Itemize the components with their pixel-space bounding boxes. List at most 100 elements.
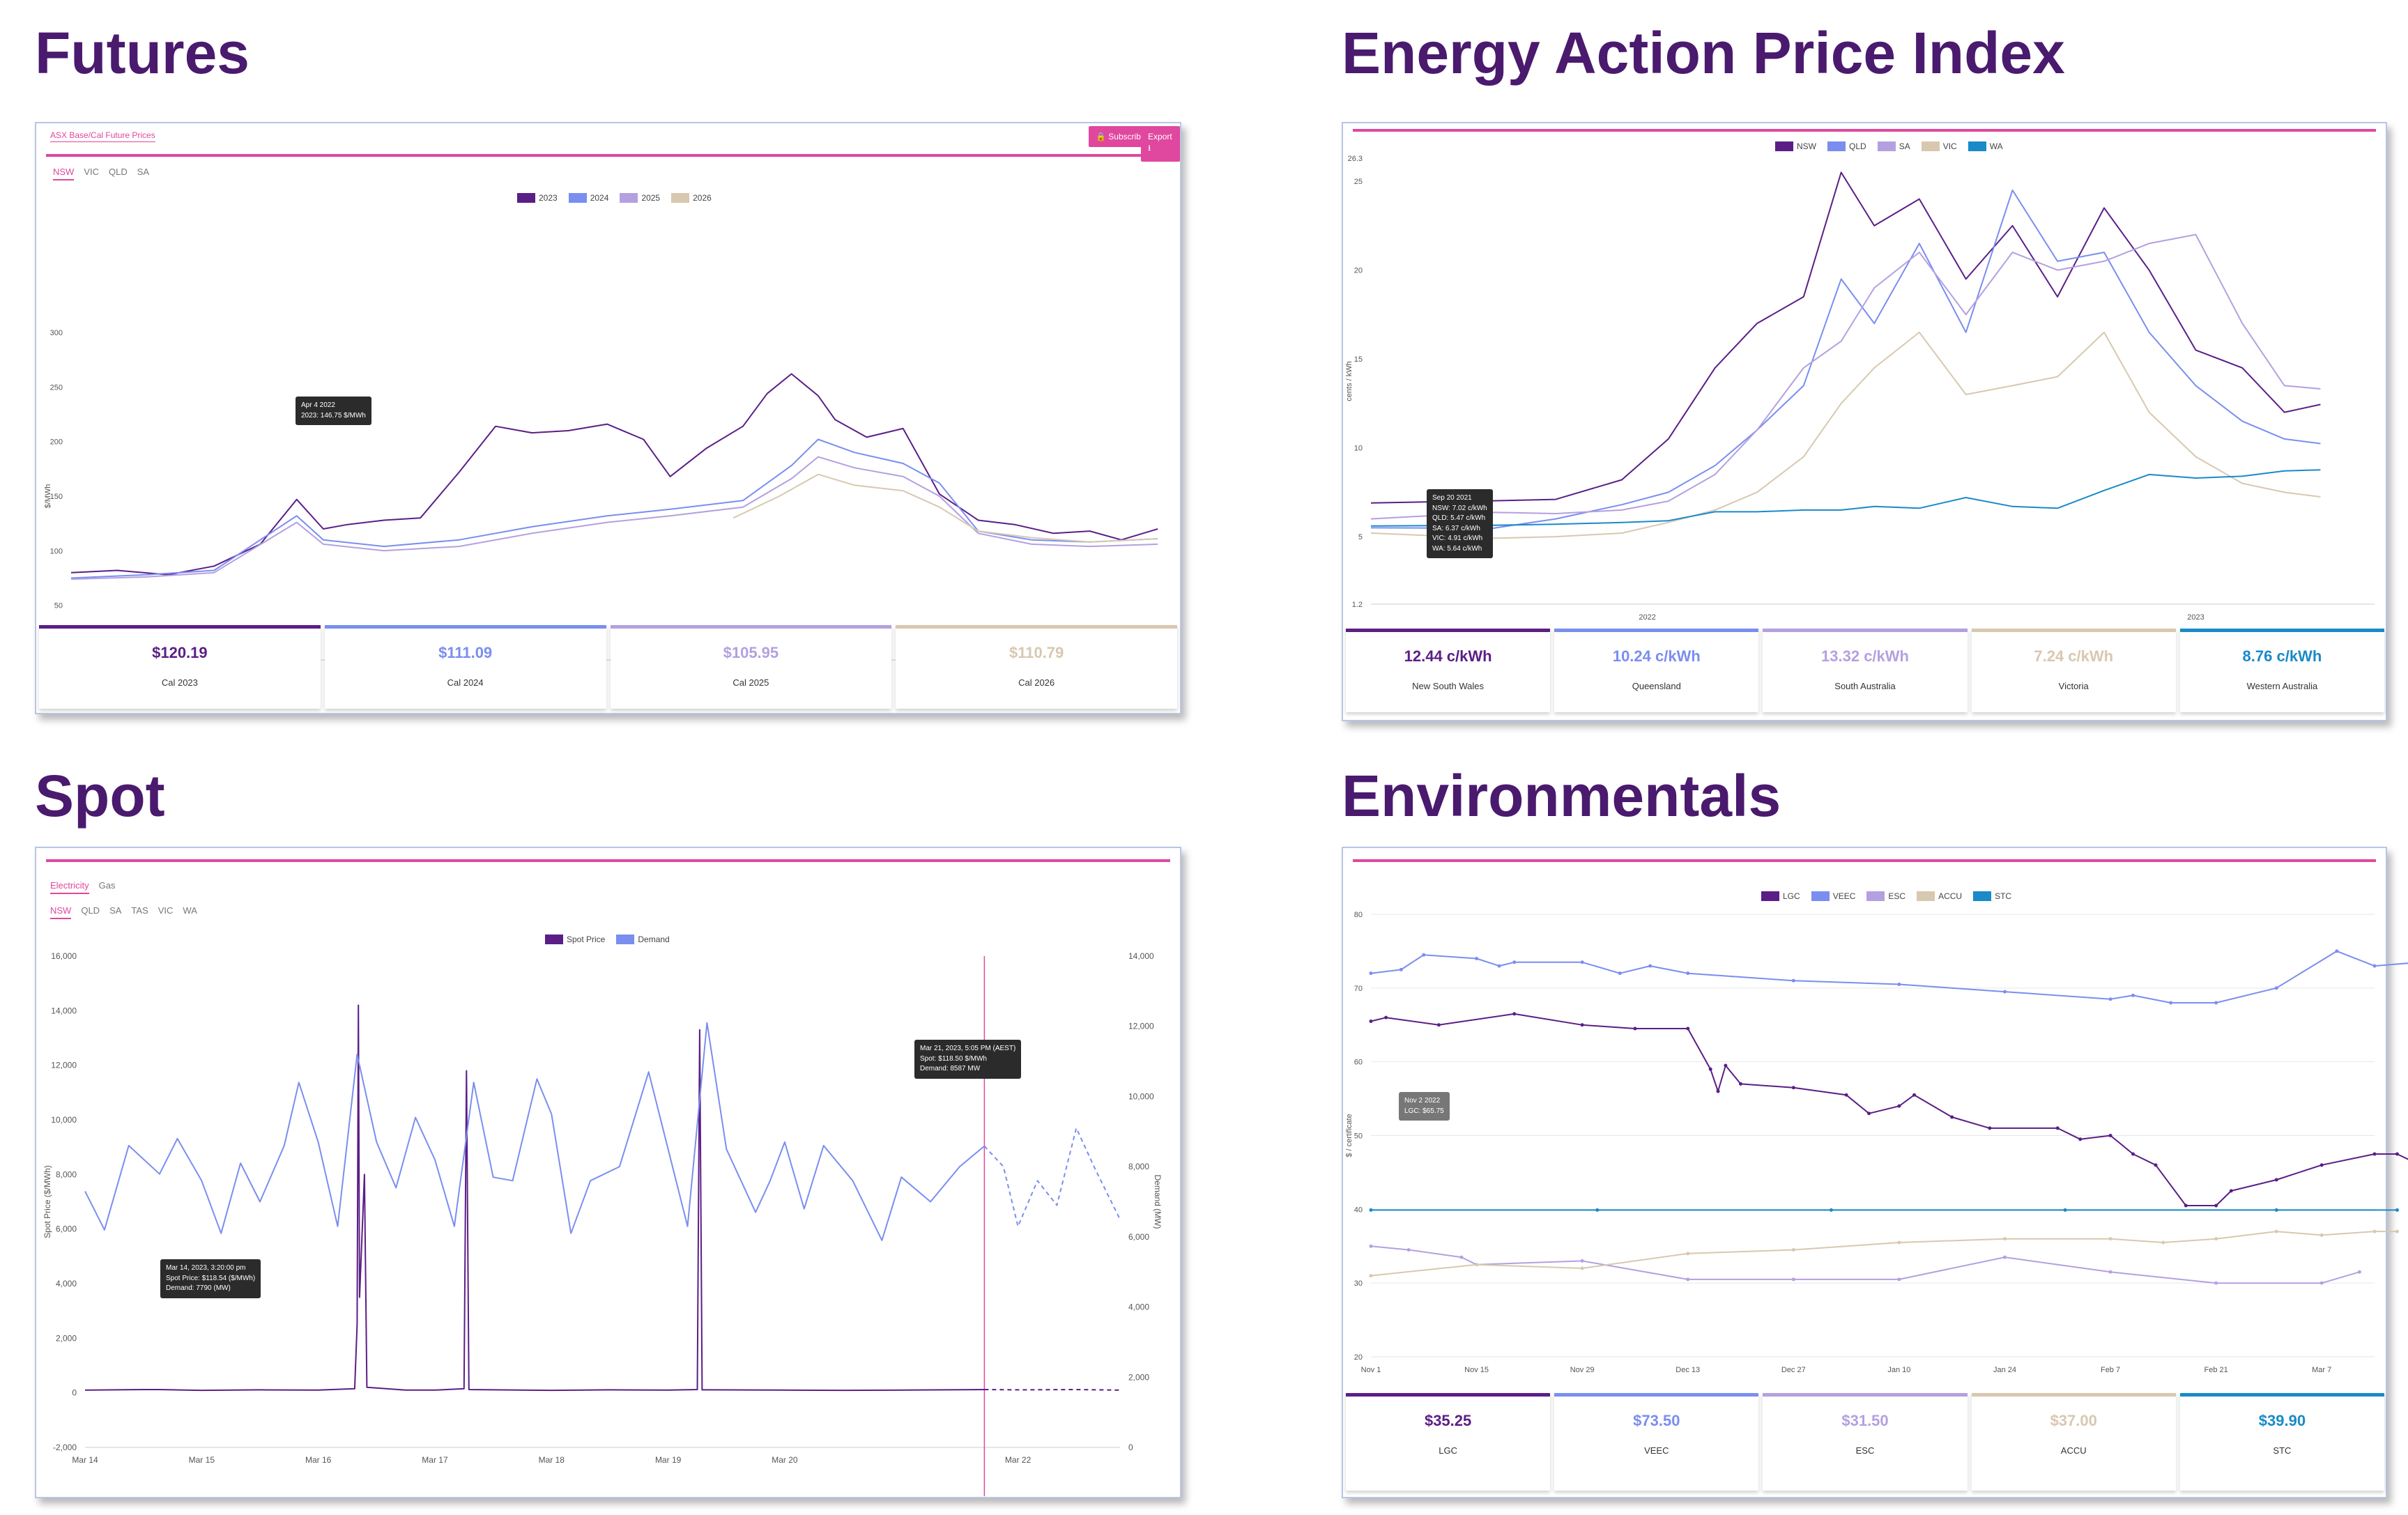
y2-axis-title: Demand (MW) [1153,1174,1163,1229]
data-point [1512,1012,1517,1016]
y-tick-label: 40 [1354,1206,1363,1214]
series-line-2026 [733,473,1158,543]
eapi-tooltip: Sep 20 2021 NSW: 7.02 c/kWh QLD: 5.47 c/… [1427,489,1493,558]
summary-card-label: Cal 2023 [161,677,198,688]
tab-qld[interactable]: QLD [81,905,100,916]
y-tick-label: 1.2 [1352,601,1363,609]
legend-item[interactable]: QLD [1827,141,1866,151]
futures-panel-tab[interactable]: ASX Base/Cal Future Prices [50,130,155,142]
data-point [1580,1023,1584,1027]
legend-item[interactable]: LGC [1761,891,1800,901]
data-point [2372,1229,2377,1233]
legend-swatch [1973,891,1992,901]
data-point [2395,1208,2399,1212]
y2-tick-label: 6,000 [1128,1232,1149,1242]
tab-electricity[interactable]: Electricity [50,880,89,894]
tab-nsw[interactable]: NSW [53,167,75,180]
legend-label: VIC [1942,141,1957,151]
data-point [2063,1208,2067,1212]
summary-card-label: Victoria [2058,681,2089,691]
tab-vic[interactable]: VIC [158,905,174,916]
legend-label: SA [1899,141,1910,151]
environmentals-panel: LGC VEEC ESC ACCU STC 20 30 40 50 60 70 80 Nov 1 Nov… [1342,847,2408,1498]
series-line-qld [1370,189,2321,530]
y-tick-label: 26.3 [1348,155,1363,163]
tab-tas[interactable]: TAS [131,905,148,916]
legend-label: Demand [638,935,670,944]
legend-item[interactable]: VIC [1921,141,1957,151]
environmentals-tooltip: Nov 2 2022 LGC: $65.75 [1399,1092,1450,1121]
legend-item[interactable]: 2023 [517,193,558,203]
y2-tick-label: 4,000 [1128,1302,1149,1312]
summary-card: $111.09 Cal 2024 [324,625,606,709]
tab-wa[interactable]: WA [183,905,197,916]
data-point [1369,1208,1373,1212]
summary-card-value: $111.09 [438,644,493,661]
futures-tooltip-line: 2023: 146.75 $/MWh [301,411,366,420]
tab-sa[interactable]: SA [137,167,150,177]
legend-label: 2025 [641,193,661,203]
y-tick-label: 200 [50,438,63,447]
legend-label: 2023 [539,193,558,203]
legend-item[interactable]: ESC [1866,891,1905,901]
futures-divider [46,154,1170,157]
data-point [1829,1208,1833,1212]
tab-gas[interactable]: Gas [98,880,116,891]
data-point [2055,1126,2060,1130]
spot-tooltip-right-line: Spot: $118.50 $/MWh [920,1054,987,1063]
environmentals-heading: Environmentals [1342,763,1781,829]
data-point [1459,1255,1464,1259]
tab-qld[interactable]: QLD [109,167,128,177]
summary-card-value: 12.44 c/kWh [1404,647,1492,665]
tab-vic[interactable]: VIC [84,167,100,177]
legend-item[interactable]: 2026 [671,193,712,203]
x-tick-label: Feb 7 [2101,1366,2120,1374]
legend-item[interactable]: Demand [616,935,670,944]
x-tick-label: Dec 13 [1675,1366,1700,1374]
x-tick-label: Mar 17 [422,1455,448,1465]
eapi-legend: NSW QLD SA VIC WA [1775,141,2003,151]
data-point [1422,953,1426,957]
x-tick-label: Feb 21 [2204,1366,2228,1374]
series-line-demand-forecast [983,1127,1121,1227]
legend-item[interactable]: WA [1968,141,2003,151]
data-point [1716,1089,1720,1093]
summary-card-value: 13.32 c/kWh [1821,647,1909,665]
legend-swatch [616,935,635,944]
futures-panel: ASX Base/Cal Future Prices 🔒 Subscribe E… [35,122,1181,714]
tab-nsw[interactable]: NSW [50,905,72,919]
summary-card: $37.00 ACCU [1971,1393,2176,1491]
series-line-sa [1370,233,2321,520]
legend-item[interactable]: VEEC [1811,891,1855,901]
export-button[interactable]: Export ⭳ [1141,126,1180,162]
x-tick-label: Mar 19 [655,1455,682,1465]
futures-tooltip-title: Apr 4 2022 [301,401,335,409]
y-axis-title: $ / certificate [1345,1114,1353,1157]
data-point [1497,964,1501,968]
series-line-2024 [70,438,1158,579]
spot-divider [46,859,1170,862]
data-point [2214,1001,2218,1005]
summary-card: 7.24 c/kWh Victoria [1971,629,2176,712]
y2-tick-label: 2,000 [1128,1372,1149,1382]
data-point [2108,1237,2112,1241]
legend-item[interactable]: SA [1877,141,1910,151]
y-axis-title: cents / kWh [1345,361,1353,401]
legend-item[interactable]: STC [1973,891,2011,901]
summary-card-value: $110.79 [1009,644,1064,661]
eapi-tooltip-line: SA: 6.37 c/kWh [1432,524,1480,532]
legend-item[interactable]: ACCU [1917,891,1962,901]
legend-label: 2024 [590,193,609,203]
tab-sa[interactable]: SA [109,905,122,916]
y-tick-label: 50 [1354,1132,1363,1141]
spot-tooltip-left-line: Spot Price: $118.54 ($/MWh) [166,1274,256,1282]
legend-item[interactable]: Spot Price [545,935,605,944]
data-point [2319,1281,2324,1285]
download-icon: ⭳ [1148,143,1151,153]
legend-item[interactable]: NSW [1775,141,1816,151]
legend-item[interactable]: 2025 [620,193,660,203]
legend-item[interactable]: 2024 [568,193,609,203]
eapi-tooltip-line: NSW: 7.02 c/kWh [1432,504,1487,512]
legend-swatch [1921,141,1940,151]
legend-swatch [1917,891,1935,901]
